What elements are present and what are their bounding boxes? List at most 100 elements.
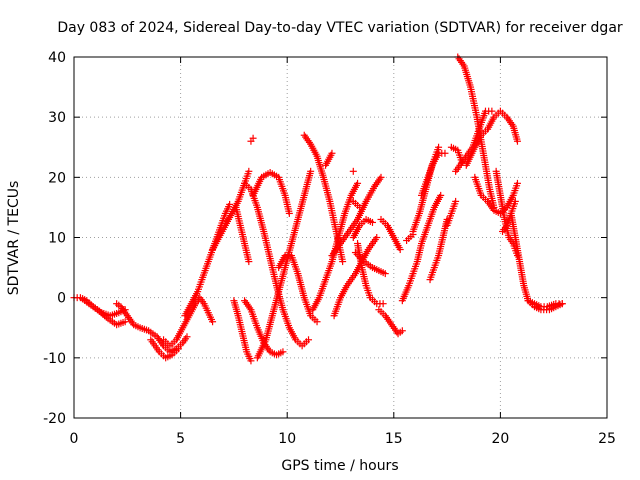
series-arc-23 xyxy=(349,197,364,211)
series-arc-16 xyxy=(300,131,347,266)
data-point xyxy=(351,249,366,264)
data-point xyxy=(232,203,244,227)
data-point xyxy=(362,185,377,205)
data-point xyxy=(396,246,404,254)
data-point xyxy=(230,297,242,318)
data-point xyxy=(117,303,130,318)
y-tick-label: -20 xyxy=(43,411,66,427)
data-point xyxy=(341,194,354,217)
y-axis-label: SDTVAR / TECUs xyxy=(6,181,22,296)
data-point xyxy=(292,336,304,348)
data-point xyxy=(328,149,336,157)
data-point xyxy=(241,297,254,312)
data-point xyxy=(339,258,347,266)
data-point xyxy=(313,318,321,326)
data-point xyxy=(447,200,459,217)
data-point xyxy=(509,182,521,199)
data-point xyxy=(275,173,288,197)
data-point xyxy=(460,62,474,89)
data-point xyxy=(241,240,252,263)
data-point xyxy=(236,221,248,245)
data-point xyxy=(174,345,182,353)
y-tick-label: 0 xyxy=(57,291,66,307)
data-point xyxy=(503,113,516,128)
data-point xyxy=(381,270,389,278)
data-point xyxy=(418,176,431,199)
series-arc-38 xyxy=(471,173,521,217)
series-arc-13 xyxy=(253,167,315,362)
data-point xyxy=(79,295,91,306)
chart-title: Day 083 of 2024, Sidereal Day-to-day VTE… xyxy=(57,20,623,36)
data-point xyxy=(490,206,502,216)
data-point xyxy=(300,131,313,146)
data-point xyxy=(471,173,484,197)
data-point xyxy=(194,278,205,296)
data-point xyxy=(484,115,497,133)
data-point xyxy=(307,167,315,175)
data-point xyxy=(305,336,313,344)
data-point xyxy=(377,173,385,181)
data-point xyxy=(258,170,272,181)
data-point xyxy=(104,315,119,327)
data-point xyxy=(398,327,406,335)
data-point xyxy=(198,260,212,284)
series-arc-35 xyxy=(454,53,498,211)
data-point xyxy=(319,173,333,203)
data-point xyxy=(543,300,558,311)
data-point xyxy=(300,170,314,199)
data-point xyxy=(511,197,519,205)
series-arc-08 xyxy=(232,203,253,266)
series-arc-15 xyxy=(275,252,321,326)
data-point xyxy=(247,306,261,329)
data-point xyxy=(558,300,566,308)
x-axis-label: GPS time / hours xyxy=(281,458,398,474)
data-point xyxy=(247,357,255,365)
series-arc-05 xyxy=(160,294,217,350)
data-point xyxy=(447,143,460,153)
data-point xyxy=(266,169,281,180)
data-point xyxy=(356,203,364,211)
data-point xyxy=(113,318,127,329)
data-point xyxy=(179,314,192,332)
series-arc-17 xyxy=(322,149,336,169)
data-point xyxy=(123,312,136,327)
data-point xyxy=(379,300,387,308)
data-point xyxy=(245,258,253,266)
data-point xyxy=(275,254,288,272)
data-point xyxy=(285,209,293,217)
data-point xyxy=(294,270,308,299)
data-point xyxy=(452,197,460,205)
data-point xyxy=(426,266,437,284)
data-point xyxy=(162,352,174,362)
data-point xyxy=(360,258,374,270)
data-point xyxy=(294,194,308,223)
data-point xyxy=(358,264,370,287)
data-point xyxy=(496,191,508,221)
data-point xyxy=(430,146,442,163)
data-point xyxy=(343,272,358,290)
series-arc-29 xyxy=(403,230,417,245)
series-arc-31 xyxy=(418,143,443,199)
data-point xyxy=(479,149,493,191)
data-point xyxy=(349,167,357,175)
data-point xyxy=(354,179,362,187)
data-point xyxy=(260,227,274,260)
data-point xyxy=(435,236,446,260)
data-point xyxy=(467,83,480,119)
data-point xyxy=(209,318,217,326)
data-point xyxy=(287,252,301,275)
data-point xyxy=(279,348,287,356)
data-point xyxy=(511,234,523,263)
series-arc-42 xyxy=(524,297,566,311)
data-point xyxy=(383,221,397,239)
data-point xyxy=(418,224,431,248)
data-point xyxy=(490,109,502,121)
series-arc-18 xyxy=(309,179,362,314)
axis-ticks: 0 5 10 15 20 25 -20 -10 0 10 20 30 40 xyxy=(43,50,616,447)
data-point xyxy=(492,167,504,197)
data-point xyxy=(441,149,449,157)
data-point xyxy=(499,223,509,235)
data-point xyxy=(204,309,216,323)
data-point xyxy=(334,212,348,241)
data-point xyxy=(93,306,110,321)
